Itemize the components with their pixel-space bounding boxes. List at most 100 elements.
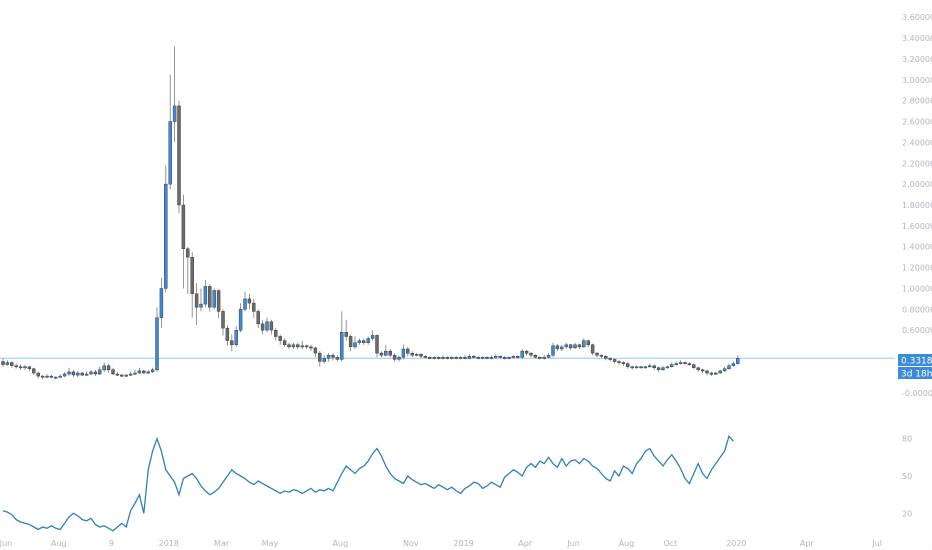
candle (665, 365, 670, 369)
candle-body (524, 350, 529, 354)
candle-body (388, 350, 392, 356)
price-axis: 3.60000 3.40000 3.20000 3.00000 2.80000 2.600… (902, 13, 932, 398)
candle-body (49, 375, 54, 378)
candle (326, 353, 331, 362)
candle-body (313, 347, 318, 354)
candle-body (243, 298, 247, 310)
candle (40, 375, 45, 380)
price-tick-label: 0.60000 (902, 326, 932, 335)
candle-body (120, 374, 124, 377)
candle-body (542, 357, 546, 359)
candle (309, 344, 313, 352)
price-tick-label: 1.20000 (902, 264, 932, 273)
last-price-badge-bg (898, 354, 932, 366)
candle (516, 355, 520, 359)
indicator-tick-label: 20 (902, 509, 912, 518)
candle-body (67, 371, 71, 375)
candlestick-series (1, 46, 740, 380)
candle-body (335, 357, 340, 360)
candle (450, 356, 454, 360)
candle-body (322, 358, 326, 362)
candle (111, 367, 115, 375)
candle-body (300, 345, 304, 348)
candle-body (296, 344, 300, 348)
candle-body (568, 344, 573, 349)
candle (441, 355, 445, 360)
candle (265, 317, 269, 333)
candle (419, 353, 423, 359)
candle (507, 356, 511, 360)
candle (142, 369, 146, 374)
candle (692, 363, 696, 369)
candle (709, 371, 714, 377)
candle (124, 374, 128, 378)
candle (648, 363, 652, 368)
candle (705, 369, 709, 375)
candle-body (36, 372, 40, 377)
candle (736, 355, 740, 365)
candle (661, 365, 665, 371)
candle-body (502, 357, 507, 359)
time-tick-label: Jul (871, 539, 882, 548)
candle-body (164, 183, 168, 289)
candle (296, 342, 300, 349)
candle-body (639, 366, 643, 369)
candle (722, 366, 727, 372)
time-tick-label: May (262, 539, 279, 548)
countdown-badge-bg (898, 367, 932, 379)
candle (445, 356, 450, 360)
candle-body (432, 357, 436, 359)
candle-body (71, 371, 76, 376)
candle-body (722, 368, 727, 372)
candle (397, 355, 401, 362)
candle (318, 351, 322, 367)
candle-body (27, 366, 32, 370)
candle-body (287, 344, 291, 348)
price-tick-label: 1.00000 (902, 285, 932, 294)
candle (731, 361, 736, 367)
candle (564, 342, 568, 349)
candle (529, 352, 533, 358)
candle (696, 366, 700, 372)
candle-body (384, 350, 388, 356)
candle-body (634, 366, 639, 369)
candle-body (454, 357, 458, 359)
candle-body (225, 327, 230, 341)
candle (410, 351, 414, 358)
candle-body (586, 340, 590, 346)
candle (181, 194, 186, 289)
candle (230, 334, 234, 352)
time-tick-label: Aug (619, 539, 635, 548)
price-tick-label: 2.20000 (902, 159, 932, 168)
candle (54, 376, 58, 380)
candle (10, 361, 14, 368)
price-tick-label: 1.40000 (902, 243, 932, 252)
candle-body (256, 311, 260, 325)
candle-body (133, 372, 137, 375)
candle-body (18, 366, 23, 369)
candle-body (269, 321, 274, 331)
candle-body (221, 311, 225, 329)
candle (599, 354, 604, 359)
candle (98, 366, 102, 375)
countdown-value: 3d 18h (901, 370, 932, 380)
candle (639, 365, 643, 369)
candle (146, 369, 150, 374)
candle (80, 371, 84, 377)
candle (428, 356, 432, 360)
candle (436, 356, 441, 360)
candle-body (595, 352, 599, 356)
candle (106, 363, 111, 373)
candle-body (291, 344, 296, 348)
candle (634, 365, 639, 369)
time-axis: Jun Aug 9 2018 Mar May Aug Nov 2019 Apr Jun Aug Oct 2… (0, 539, 932, 548)
candle (604, 355, 608, 361)
candle-body (709, 372, 714, 375)
candle (194, 283, 199, 325)
candle-body (428, 357, 432, 359)
candle-body (687, 363, 692, 366)
candle-body (89, 371, 93, 375)
time-tick-label: 2018 (159, 539, 179, 548)
time-tick-label: Aug (333, 539, 349, 548)
